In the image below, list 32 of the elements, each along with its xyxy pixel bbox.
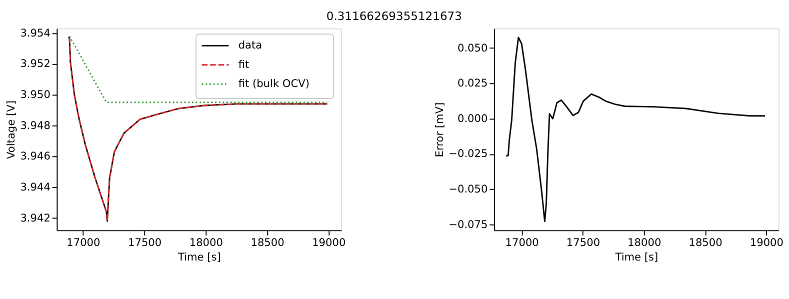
- y-tick-label: 0.000: [457, 112, 488, 125]
- legend-label: data: [238, 40, 262, 52]
- x-tick-label: 18000: [189, 237, 224, 250]
- y-tick-label: 3.948: [20, 120, 50, 132]
- x-axis-title: Time [s]: [614, 251, 658, 264]
- y-tick-label: 3.952: [20, 58, 50, 70]
- x-tick-label: 17500: [128, 237, 162, 250]
- legend-label: fit: [238, 58, 250, 71]
- y-tick-label: 3.944: [20, 182, 51, 194]
- y-tick-label: 3.950: [20, 89, 51, 102]
- x-tick-label: 18500: [688, 237, 723, 250]
- y-tick-label: 0.025: [457, 78, 488, 90]
- y-axis-title: Voltage [V]: [5, 100, 18, 159]
- y-tick-label: 3.946: [20, 150, 51, 163]
- x-tick-label: 17500: [566, 237, 600, 250]
- y-tick-label: −0.075: [448, 218, 488, 231]
- y-tick-label: 3.942: [20, 212, 50, 224]
- text: 0.31166269355121673: [326, 9, 462, 24]
- y-tick-label: −0.025: [448, 148, 488, 160]
- x-tick-label: 17000: [505, 237, 540, 250]
- x-tick-label: 18000: [628, 237, 662, 250]
- y-tick-label: 0.050: [457, 42, 488, 54]
- x-tick-label: 19000: [312, 237, 346, 250]
- legend-label: fit (bulk OCV): [238, 78, 310, 90]
- x-axis-title: Time [s]: [176, 251, 221, 264]
- x-tick-label: 17000: [66, 237, 101, 250]
- y-tick-label: −0.050: [448, 184, 488, 196]
- x-tick-label: 19000: [750, 237, 784, 250]
- y-tick-label: 3.954: [20, 27, 51, 40]
- y-axis-title: Error [mV]: [434, 102, 446, 158]
- x-tick-label: 18500: [250, 237, 285, 250]
- line-series: [505, 36, 766, 222]
